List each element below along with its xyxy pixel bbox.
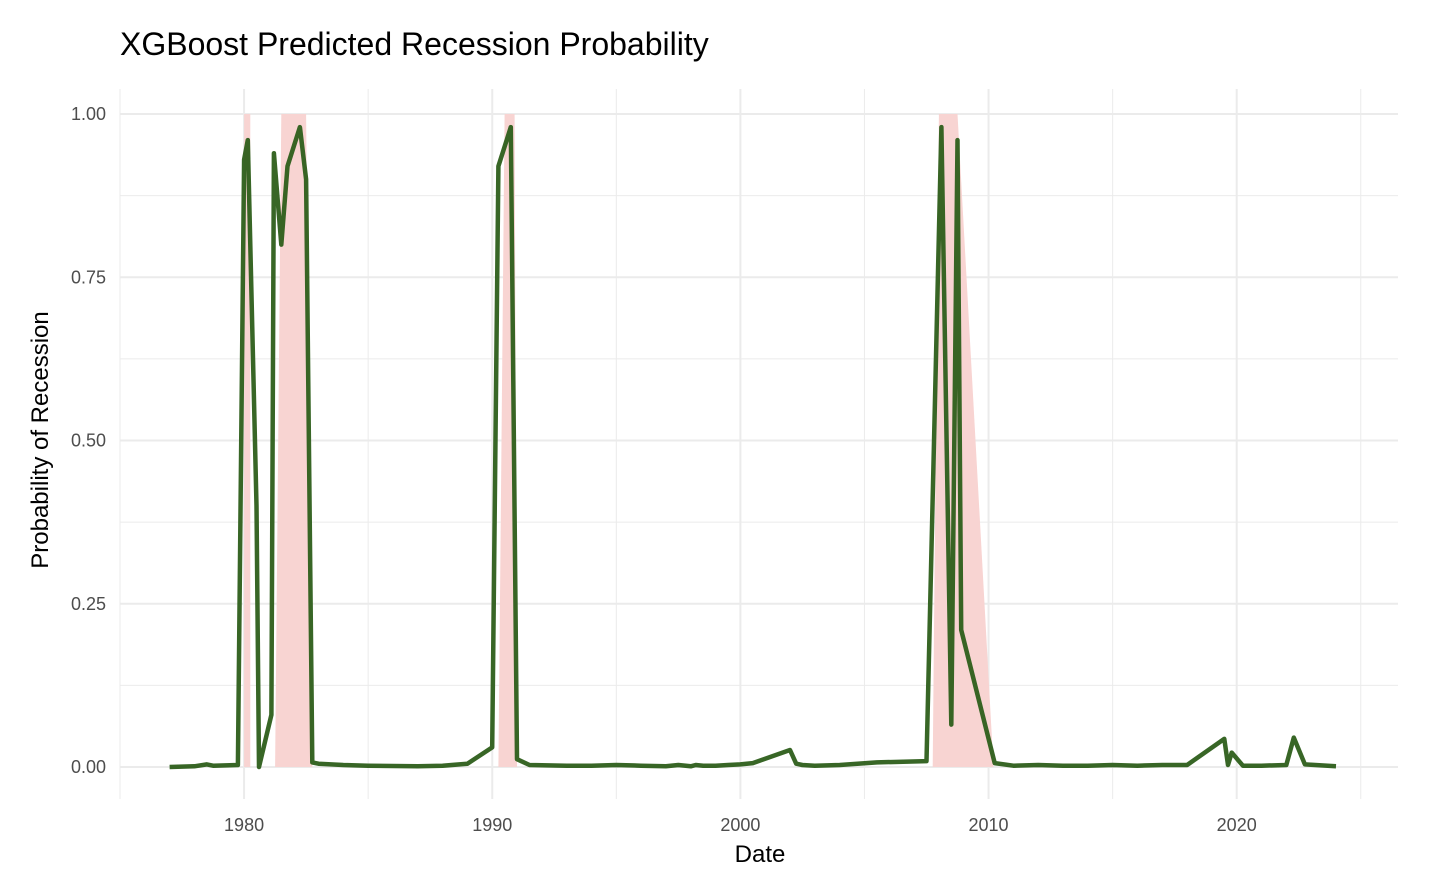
y-tick-label: 0.75: [71, 267, 106, 287]
chart-title: XGBoost Predicted Recession Probability: [120, 26, 709, 62]
x-tick-label: 2000: [720, 815, 760, 835]
probability-series: [169, 124, 1337, 770]
x-tick-label: 1990: [472, 815, 512, 835]
x-axis-ticks: 1980 1990 2000 2010 2020: [224, 815, 1257, 835]
recession-band: [275, 114, 313, 767]
series-line: [169, 124, 1337, 770]
minor-gridlines: [119, 89, 1398, 799]
recession-band: [244, 114, 251, 767]
y-tick-label: 0.25: [71, 594, 106, 614]
y-tick-label: 0.00: [71, 757, 106, 777]
x-axis-label: Date: [735, 841, 786, 868]
x-tick-label: 2010: [969, 815, 1009, 835]
y-axis-ticks: 0.00 0.25 0.50 0.75 1.00: [71, 104, 106, 777]
y-axis-label: Probability of Recession: [27, 311, 54, 568]
x-tick-label: 1980: [224, 815, 264, 835]
major-gridlines: [120, 89, 1398, 799]
y-tick-label: 1.00: [71, 104, 106, 124]
x-tick-label: 2020: [1217, 815, 1257, 835]
y-tick-label: 0.50: [71, 431, 106, 451]
